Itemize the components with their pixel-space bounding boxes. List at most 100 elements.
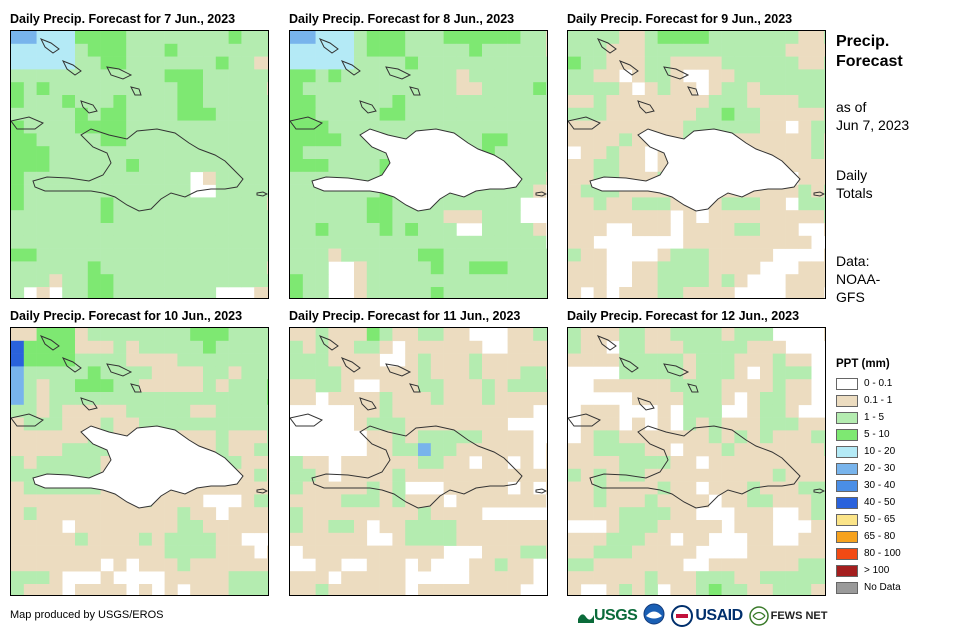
precip-cell xyxy=(456,120,470,134)
precip-cell xyxy=(580,571,594,585)
precip-cell xyxy=(203,366,217,380)
precip-cell xyxy=(482,43,496,57)
precip-cell xyxy=(430,210,444,224)
precip-cell xyxy=(190,133,204,147)
precip-cell xyxy=(177,274,191,288)
precip-cell xyxy=(139,520,153,534)
precip-cell xyxy=(824,31,825,45)
precip-cell xyxy=(811,107,825,121)
usaid-logo-text: USAID xyxy=(695,607,743,624)
precip-cell xyxy=(267,379,268,393)
precip-cell xyxy=(443,69,457,83)
precip-cell xyxy=(734,584,748,595)
precip-cell xyxy=(215,379,229,393)
precip-cell xyxy=(315,545,329,559)
precip-cell xyxy=(430,545,444,559)
precip-cell xyxy=(11,456,25,470)
precip-cell xyxy=(228,261,242,275)
precip-cell xyxy=(520,430,534,444)
precip-cell xyxy=(290,520,304,534)
legend-label: 1 - 5 xyxy=(864,412,885,423)
precip-cell xyxy=(708,31,722,45)
precip-cell xyxy=(811,197,825,211)
precip-cell xyxy=(593,494,607,508)
precip-cell xyxy=(241,82,255,96)
precip-cell xyxy=(190,571,204,585)
precip-cell xyxy=(379,404,393,418)
precip-cell xyxy=(494,248,508,262)
precip-cell xyxy=(520,133,534,147)
precip-cell xyxy=(760,571,774,585)
precip-cell xyxy=(824,545,825,559)
precip-cell xyxy=(593,287,607,298)
precip-cell xyxy=(469,69,483,83)
precip-cell xyxy=(657,95,671,109)
precip-cell xyxy=(721,430,735,444)
precip-cell xyxy=(315,210,329,224)
precip-cell xyxy=(290,287,304,298)
precip-grid xyxy=(11,328,268,595)
bahamas-outline xyxy=(39,38,60,54)
precip-cell xyxy=(315,56,329,70)
precip-cell xyxy=(708,468,722,482)
precip-cell xyxy=(87,223,101,237)
precip-cell xyxy=(392,558,406,572)
precip-cell xyxy=(772,146,786,160)
precip-cell xyxy=(113,120,127,134)
precip-cell xyxy=(405,340,419,354)
precip-cell xyxy=(341,545,355,559)
precip-cell xyxy=(203,328,217,342)
precip-cell xyxy=(11,404,25,418)
legend-label: 10 - 20 xyxy=(864,446,896,457)
precip-cell xyxy=(546,274,547,288)
precip-cell xyxy=(670,261,684,275)
precip-cell xyxy=(593,545,607,559)
precip-cell xyxy=(593,571,607,585)
precip-cell xyxy=(811,507,825,521)
precip-cell xyxy=(164,159,178,173)
precip-cell xyxy=(139,184,153,198)
precip-cell xyxy=(379,417,393,431)
precip-cell xyxy=(606,545,620,559)
precip-cell xyxy=(482,520,496,534)
precip-cell xyxy=(785,404,799,418)
precip-cell xyxy=(290,133,304,147)
precip-cell xyxy=(811,56,825,70)
precip-cell xyxy=(36,133,50,147)
legend-label: 20 - 30 xyxy=(864,463,896,474)
precip-cell xyxy=(126,184,140,198)
precip-cell xyxy=(228,274,242,288)
precip-cell xyxy=(683,82,697,96)
precip-cell xyxy=(683,532,697,546)
precip-cell xyxy=(405,520,419,534)
precip-cell xyxy=(290,95,304,109)
precip-cell xyxy=(379,287,393,298)
precip-cell xyxy=(405,392,419,406)
precip-cell xyxy=(139,69,153,83)
precip-cell xyxy=(11,287,25,298)
precip-cell xyxy=(785,31,799,45)
precip-cell xyxy=(546,171,547,185)
precip-cell xyxy=(11,43,25,57)
precip-cell xyxy=(546,133,547,147)
precip-cell xyxy=(36,392,50,406)
precip-cell xyxy=(683,248,697,262)
precip-cell xyxy=(606,43,620,57)
precip-cell xyxy=(100,404,114,418)
precip-cell xyxy=(113,328,127,342)
precip-cell xyxy=(254,274,268,288)
precip-cell xyxy=(177,223,191,237)
precip-cell xyxy=(469,287,483,298)
precip-cell xyxy=(87,82,101,96)
precip-cell xyxy=(657,328,671,342)
precip-cell xyxy=(568,197,582,211)
precip-cell xyxy=(469,340,483,354)
precip-cell xyxy=(760,223,774,237)
precip-cell xyxy=(113,392,127,406)
precip-cell xyxy=(203,248,217,262)
precip-cell xyxy=(190,120,204,134)
precip-cell xyxy=(315,261,329,275)
precip-cell xyxy=(267,494,268,508)
precip-cell xyxy=(721,210,735,224)
precip-cell xyxy=(23,340,37,354)
